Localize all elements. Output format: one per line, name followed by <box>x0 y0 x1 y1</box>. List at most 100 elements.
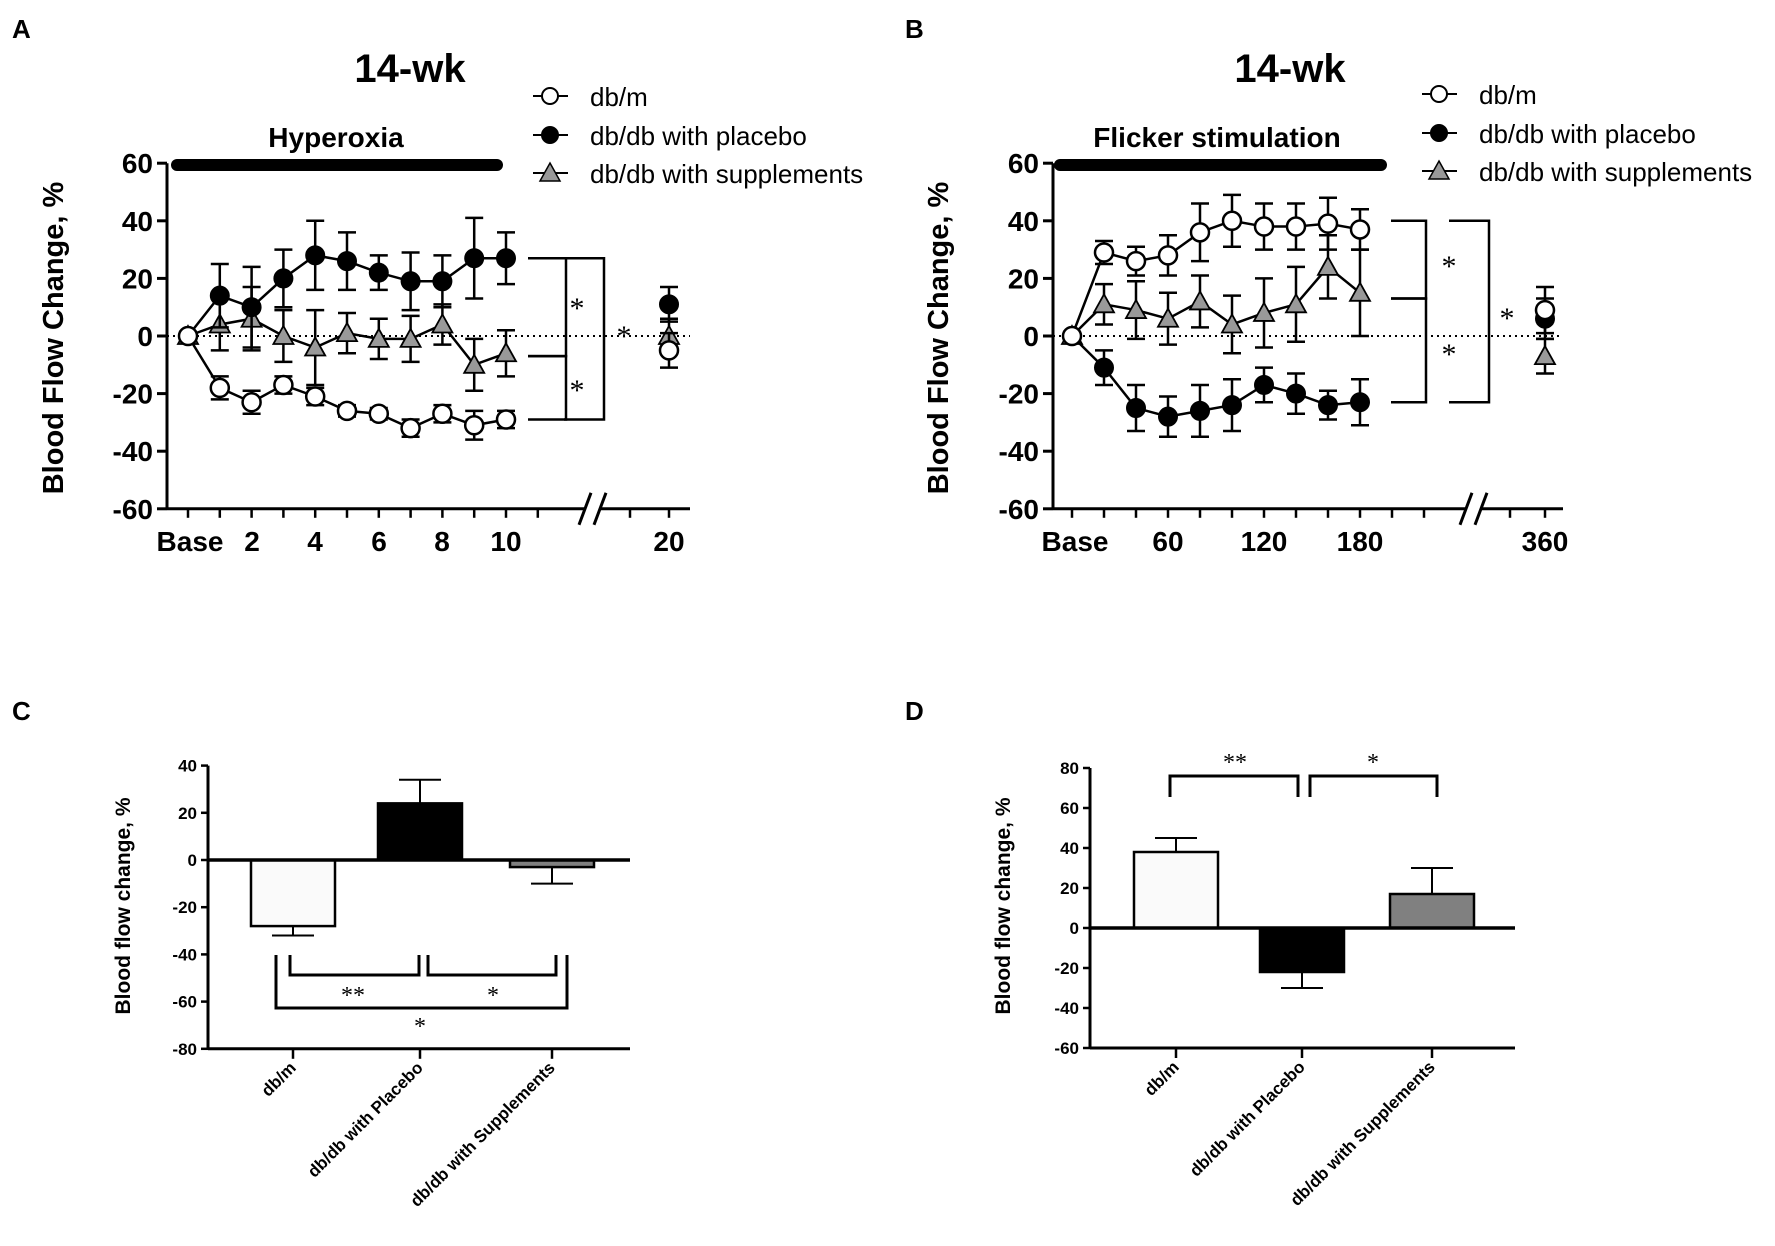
data-point <box>367 327 391 348</box>
x-tick-label: 20 <box>653 526 684 557</box>
y-tick-label: 0 <box>188 851 197 870</box>
data-point <box>1533 344 1557 366</box>
data-point <box>430 312 454 334</box>
data-point <box>400 271 421 292</box>
data-point <box>1286 383 1306 404</box>
data-point <box>209 285 230 306</box>
data-point <box>1318 395 1338 416</box>
x-tick-label: 360 <box>1522 526 1569 557</box>
x-tick-label: Base <box>157 526 224 557</box>
bar <box>376 802 464 862</box>
data-point <box>1125 250 1147 272</box>
legend-triangle-icon <box>1427 159 1451 180</box>
y-tick-label: 20 <box>1060 879 1079 898</box>
significance-bracket <box>274 955 569 1010</box>
data-point <box>368 403 390 425</box>
panel-label-b: B <box>905 14 924 44</box>
significance-bracket <box>528 256 568 358</box>
data-point <box>335 321 359 343</box>
x-tick-label: 6 <box>371 526 387 557</box>
significance-bracket <box>1308 774 1439 797</box>
y-tick-label: -60 <box>1054 1039 1079 1058</box>
chart-b-legend-item: db/db with placebo <box>1479 119 1696 149</box>
x-tick-label: 60 <box>1152 526 1183 557</box>
y-tick-label: -40 <box>999 436 1039 467</box>
data-point <box>658 340 680 361</box>
data-point <box>241 297 262 318</box>
x-tick-label: 8 <box>434 526 450 557</box>
data-point <box>1190 400 1210 421</box>
chart-b-legend-item: db/db with supplements <box>1479 157 1752 187</box>
y-tick-label: -40 <box>1054 999 1079 1018</box>
data-point <box>209 377 231 399</box>
data-point <box>1092 292 1116 314</box>
x-tick-label: 10 <box>490 526 521 557</box>
data-point <box>399 327 423 348</box>
chart-a-ylabel: Blood Flow Change, % <box>38 182 70 495</box>
significance-marker: * <box>414 1014 426 1040</box>
y-tick-label: 0 <box>137 321 153 352</box>
data-point <box>1126 398 1146 418</box>
legend-filled-circle-icon <box>541 126 559 144</box>
significance-marker: * <box>1367 750 1379 776</box>
y-tick-label: 40 <box>1060 839 1079 858</box>
data-point <box>1534 299 1556 321</box>
bar <box>249 858 337 928</box>
y-tick-label: 0 <box>1023 321 1039 352</box>
data-point <box>1189 222 1211 243</box>
bar <box>1258 926 1346 974</box>
significance-marker: * <box>1442 338 1457 371</box>
chart-a-legend-item: db/m <box>590 82 648 112</box>
data-point <box>273 268 294 289</box>
y-tick-label: 0 <box>1070 919 1079 938</box>
y-tick-label: -60 <box>999 494 1039 525</box>
x-tick-label: db/db with Placebo <box>1186 1057 1309 1180</box>
y-tick-label: 60 <box>1008 148 1039 179</box>
chart-b-condition-label: Flicker stimulation <box>1093 122 1340 153</box>
series-line <box>1071 265 1361 337</box>
data-point <box>177 325 199 347</box>
significance-bracket <box>288 955 421 977</box>
x-tick-label: 120 <box>1241 526 1288 557</box>
y-tick-label: 20 <box>178 804 197 823</box>
y-tick-label: 60 <box>122 148 153 179</box>
chart-a-title: 14-wk <box>354 47 466 91</box>
significance-bracket <box>564 256 606 421</box>
y-tick-label: 40 <box>1008 206 1039 237</box>
x-tick-label: 180 <box>1337 526 1384 557</box>
bar <box>1388 892 1476 930</box>
chart-a-legend-item: db/db with placebo <box>590 121 807 151</box>
significance-bracket <box>528 354 568 421</box>
panel-label-a: A <box>12 14 31 44</box>
data-point <box>1188 289 1212 311</box>
data-point <box>305 245 326 266</box>
bar <box>1132 850 1220 930</box>
series-line <box>1071 335 1361 418</box>
data-point <box>1253 216 1275 237</box>
x-tick-label: 2 <box>244 526 260 557</box>
significance-bracket <box>1391 297 1428 404</box>
x-tick-label: db/m <box>1141 1057 1183 1099</box>
data-point <box>463 415 485 436</box>
data-point <box>336 400 358 422</box>
chart-a-legend-item: db/db with supplements <box>590 159 863 189</box>
legend-open-circle-icon <box>541 87 559 105</box>
data-point <box>1222 395 1242 416</box>
data-point <box>1220 312 1244 334</box>
significance-marker: ** <box>1223 750 1247 776</box>
data-point <box>1349 219 1371 240</box>
data-point <box>241 391 262 413</box>
y-tick-label: 60 <box>1060 799 1079 818</box>
y-tick-label: 20 <box>122 263 153 294</box>
chart-b-ylabel: Blood Flow Change, % <box>923 182 955 495</box>
significance-marker: * <box>617 320 632 353</box>
chart-a-legend: db/m db/db with placebo db/db with suppl… <box>533 82 863 189</box>
data-point <box>1316 255 1340 276</box>
y-tick-label: 80 <box>1060 759 1079 778</box>
significance-bracket <box>1391 219 1428 300</box>
data-point <box>1285 216 1307 237</box>
y-tick-label: -40 <box>172 945 197 964</box>
data-point <box>494 341 518 363</box>
data-point <box>1350 392 1370 413</box>
data-point <box>337 251 357 272</box>
